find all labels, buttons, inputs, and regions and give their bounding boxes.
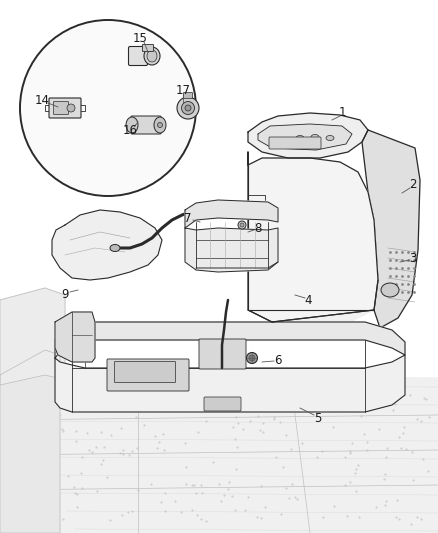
Ellipse shape — [147, 50, 157, 62]
Polygon shape — [248, 113, 368, 158]
Circle shape — [247, 352, 258, 364]
Ellipse shape — [144, 47, 160, 65]
Ellipse shape — [177, 97, 199, 119]
Polygon shape — [248, 152, 378, 326]
Circle shape — [249, 355, 255, 361]
FancyBboxPatch shape — [131, 116, 161, 134]
FancyBboxPatch shape — [204, 397, 241, 411]
Text: 14: 14 — [35, 93, 49, 107]
Text: 16: 16 — [123, 124, 138, 136]
Text: 7: 7 — [184, 212, 192, 224]
Polygon shape — [258, 124, 352, 150]
FancyBboxPatch shape — [128, 46, 148, 66]
Circle shape — [20, 20, 196, 196]
Ellipse shape — [381, 283, 399, 297]
Ellipse shape — [154, 117, 166, 133]
Ellipse shape — [181, 101, 194, 115]
FancyBboxPatch shape — [199, 339, 246, 369]
Polygon shape — [362, 130, 420, 328]
Ellipse shape — [158, 123, 162, 127]
Text: 2: 2 — [409, 179, 417, 191]
Polygon shape — [248, 152, 378, 322]
Text: 8: 8 — [254, 222, 261, 235]
FancyBboxPatch shape — [269, 137, 321, 149]
Ellipse shape — [110, 245, 120, 252]
Text: 9: 9 — [61, 288, 69, 302]
Text: 5: 5 — [314, 411, 321, 424]
FancyBboxPatch shape — [107, 359, 189, 391]
Polygon shape — [55, 312, 95, 362]
Ellipse shape — [311, 134, 319, 140]
Text: 4: 4 — [304, 294, 312, 306]
Circle shape — [240, 223, 244, 227]
Polygon shape — [55, 322, 405, 358]
Polygon shape — [185, 228, 278, 272]
Text: 6: 6 — [274, 353, 282, 367]
Ellipse shape — [296, 135, 304, 141]
FancyBboxPatch shape — [142, 44, 153, 52]
Polygon shape — [55, 355, 405, 412]
FancyBboxPatch shape — [49, 98, 81, 118]
Ellipse shape — [281, 138, 289, 142]
Polygon shape — [185, 200, 278, 228]
Ellipse shape — [67, 104, 75, 112]
Circle shape — [238, 221, 246, 229]
Text: 15: 15 — [133, 31, 148, 44]
FancyBboxPatch shape — [184, 93, 192, 99]
Polygon shape — [52, 210, 162, 280]
Ellipse shape — [126, 117, 138, 133]
FancyBboxPatch shape — [114, 361, 176, 383]
Ellipse shape — [185, 105, 191, 111]
Text: 1: 1 — [338, 106, 346, 118]
Text: 3: 3 — [410, 252, 417, 264]
Ellipse shape — [326, 135, 334, 141]
Text: 17: 17 — [176, 84, 191, 96]
Polygon shape — [0, 375, 438, 533]
FancyBboxPatch shape — [53, 101, 68, 115]
Polygon shape — [0, 350, 60, 533]
Polygon shape — [0, 288, 65, 385]
